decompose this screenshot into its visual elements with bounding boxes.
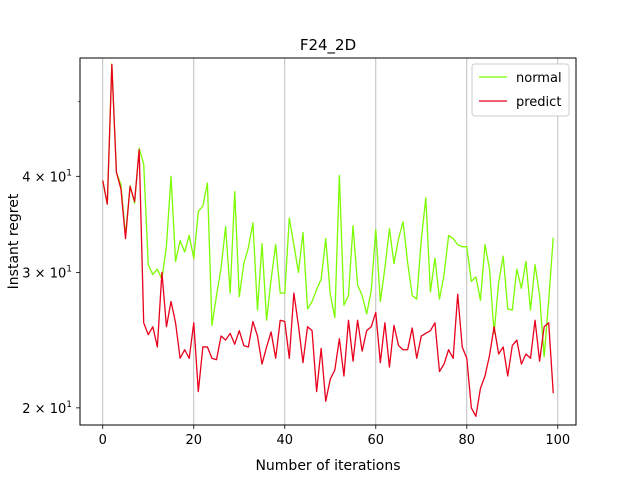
y-tick-label: 4 × 101	[22, 168, 72, 185]
legend: normal predict	[471, 63, 570, 117]
x-tick-label: 40	[276, 433, 293, 448]
x-tick-label: 20	[185, 433, 202, 448]
x-axis-label: Number of iterations	[255, 458, 400, 474]
y-tick-label: 2 × 101	[22, 400, 72, 417]
series-line-predict	[102, 63, 554, 417]
x-tick-label: 100	[545, 433, 570, 448]
x-tick-label: 60	[368, 433, 385, 448]
x-tick-label: 0	[99, 433, 107, 448]
tick-marks	[76, 101, 559, 429]
y-tick-label: 3 × 101	[22, 264, 72, 281]
grid	[102, 58, 559, 425]
series-lines	[102, 63, 554, 417]
legend-label-normal: normal	[516, 71, 562, 86]
x-tick-label: 80	[459, 433, 476, 448]
chart-title: F24_2D	[300, 36, 356, 55]
plot-frame	[79, 57, 577, 426]
series-line-normal	[102, 63, 554, 358]
y-axis-label: Instant regret	[6, 193, 22, 289]
legend-label-predict: predict	[516, 95, 561, 110]
